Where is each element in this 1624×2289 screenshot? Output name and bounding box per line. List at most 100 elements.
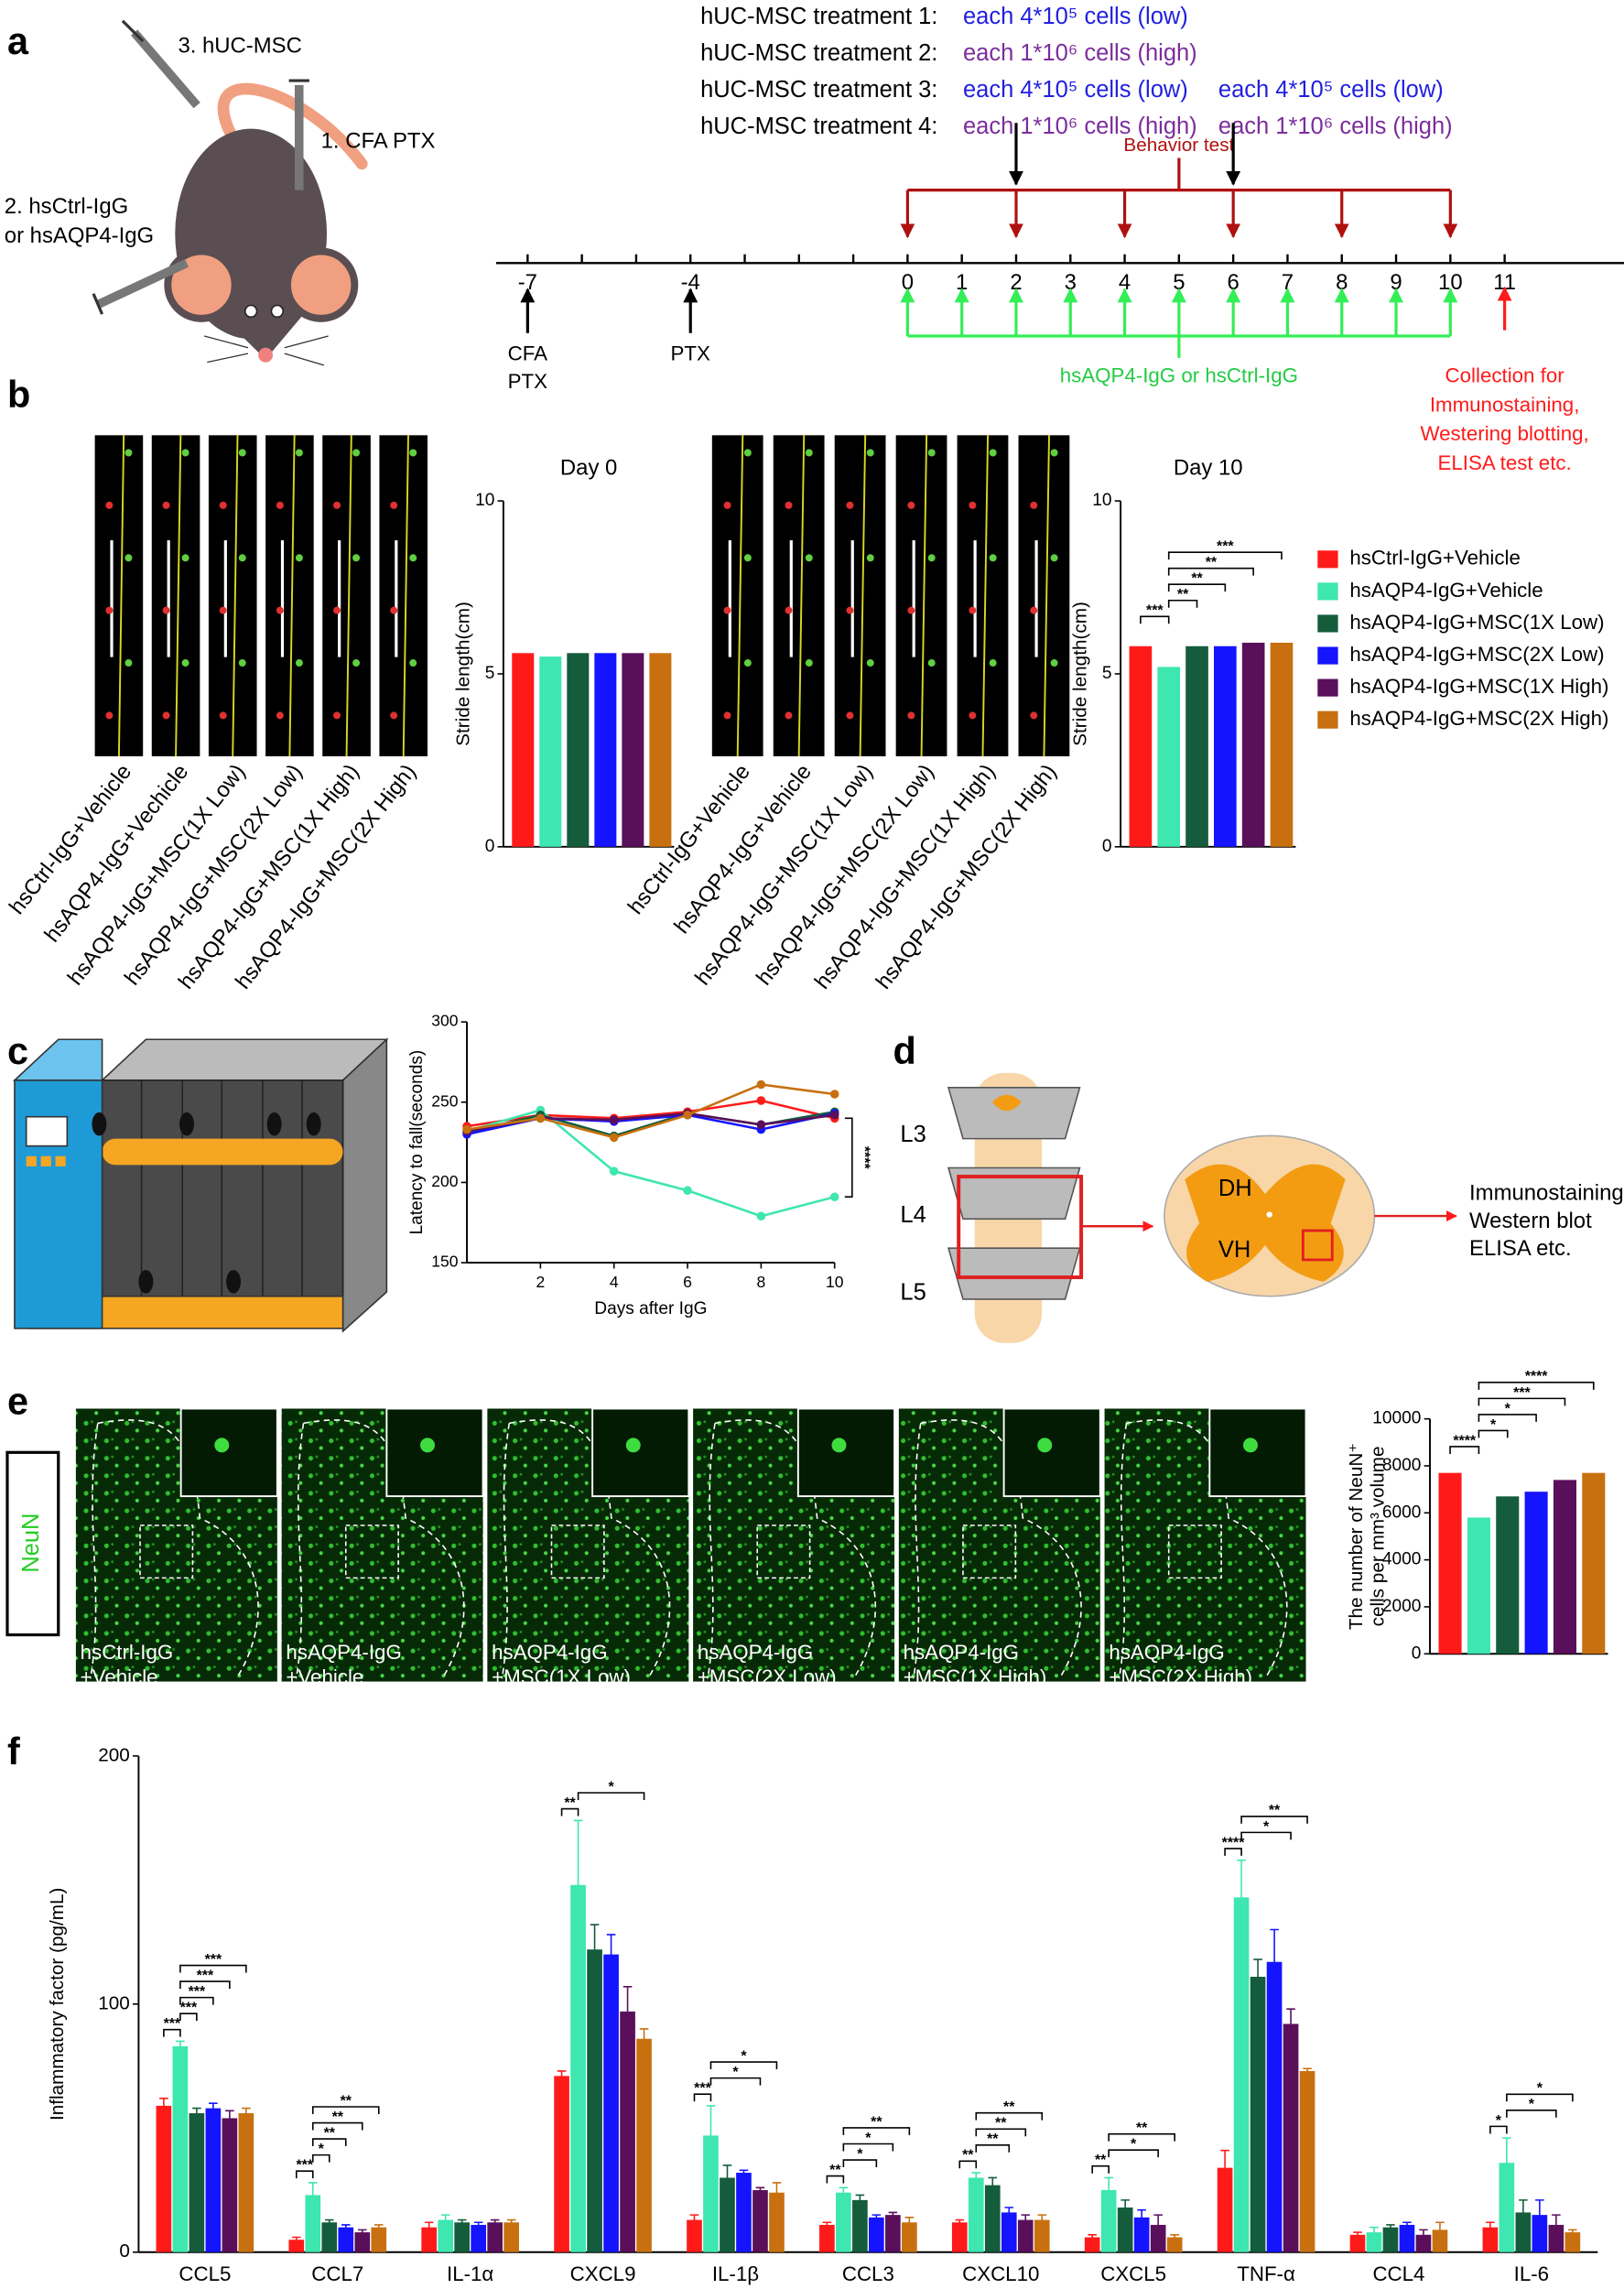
error-bar — [440, 2214, 450, 2226]
bar — [1482, 2227, 1499, 2252]
footprint — [927, 554, 936, 562]
y-tick-label: 0 — [1412, 1644, 1422, 1663]
error-bar — [888, 2211, 898, 2218]
bar — [1399, 2224, 1415, 2252]
significance-label: ** — [1095, 2153, 1107, 2168]
bar — [1186, 645, 1208, 847]
y-axis-label: Inflammatory factor (pg/mL) — [47, 1888, 68, 2121]
error-bar — [225, 2110, 234, 2127]
footprint — [105, 501, 114, 509]
micrograph-label: +MSC(1X Low) — [492, 1665, 631, 1688]
significance-label: ** — [829, 2163, 841, 2178]
significance-label: *** — [197, 1969, 214, 1984]
inset — [1002, 1407, 1101, 1498]
legend-swatch — [1317, 614, 1338, 633]
error-bar — [1253, 1958, 1262, 1995]
footprint — [295, 449, 303, 457]
error-bar — [706, 2105, 716, 2166]
footprint — [1050, 554, 1058, 562]
bar — [305, 2195, 321, 2252]
x-tick-label: CCL4 — [1372, 2262, 1424, 2285]
y-tick-label: 4000 — [1382, 1550, 1422, 1569]
footprint — [1050, 659, 1058, 667]
footprint — [723, 501, 731, 509]
micrograph-label: +MSC(2X High) — [1109, 1665, 1252, 1688]
y-axis-label: Latency to fall(seconds) — [407, 1050, 427, 1235]
footprint — [390, 711, 398, 720]
legend-swatch — [1317, 550, 1338, 569]
micrograph-label: hsAQP4-IgG — [492, 1641, 607, 1664]
significance-bracket — [844, 1117, 853, 1199]
bar — [1515, 2212, 1532, 2252]
y-tick-label: 10 — [1092, 491, 1111, 510]
error-bar — [1220, 2149, 1229, 2186]
error-bar — [1486, 2221, 1495, 2233]
significance-label: *** — [296, 2158, 313, 2174]
micrograph-label: +MSC(2X Low) — [698, 1665, 837, 1688]
bar — [321, 2222, 338, 2252]
x-tick-label: CCL3 — [842, 2262, 894, 2285]
induction-label: CFA — [508, 342, 547, 365]
error-bar — [822, 2221, 832, 2229]
error-bar — [1153, 2214, 1163, 2236]
significance-bracket — [1489, 2125, 1508, 2134]
legend-swatch — [1317, 582, 1338, 601]
bar — [1100, 2190, 1117, 2252]
bar — [238, 2113, 254, 2252]
footprint — [352, 554, 361, 562]
treatment-label: hUC-MSC treatment 4: — [700, 114, 937, 139]
significance-bracket — [1449, 1446, 1480, 1454]
output-label: Western blot — [1469, 1209, 1592, 1233]
bar — [1166, 2237, 1183, 2252]
significance-bracket — [1224, 1848, 1242, 1856]
error-bar — [1303, 2067, 1312, 2075]
bar — [1382, 2227, 1399, 2252]
injection-label: hsAQP4-IgG or hsCtrl-IgG — [1060, 364, 1298, 387]
footprint-line — [736, 435, 744, 757]
panel-label: f — [7, 1730, 20, 1773]
bar — [172, 2045, 189, 2252]
significance-bracket — [693, 2093, 712, 2102]
series-point — [536, 1113, 546, 1123]
bar — [1133, 2217, 1150, 2252]
error-bar — [1088, 2233, 1097, 2241]
significance-label: *** — [180, 2001, 198, 2016]
series-point — [829, 1090, 839, 1099]
error-bar — [590, 1924, 600, 1976]
bar — [1017, 2219, 1034, 2252]
significance-bracket — [179, 1980, 231, 1990]
significance-label: ** — [1269, 1803, 1281, 1818]
error-bar — [1021, 2214, 1031, 2226]
footprint — [125, 449, 133, 457]
footprint — [805, 554, 813, 562]
significance-bracket — [179, 1996, 214, 2005]
footprint — [989, 554, 997, 562]
panel-label: b — [7, 373, 30, 416]
bar — [1524, 1492, 1548, 1654]
significance-label: *** — [205, 1952, 222, 1968]
inset — [179, 1407, 278, 1498]
significance-bracket — [1167, 567, 1254, 576]
bar — [354, 2232, 371, 2252]
error-bar — [424, 2221, 434, 2233]
bar — [1564, 2232, 1581, 2252]
bar — [736, 2173, 752, 2252]
footprint — [352, 659, 361, 667]
y-tick-label: 200 — [98, 1744, 130, 1765]
collection-label: Westering blotting, — [1420, 422, 1588, 445]
series-point — [462, 1124, 471, 1134]
x-tick-label: 2 — [536, 1273, 546, 1291]
bar — [503, 2222, 519, 2252]
footprint — [125, 659, 133, 667]
significance-bracket — [179, 2012, 198, 2022]
footprint — [162, 606, 170, 614]
footprint — [785, 606, 793, 614]
footprint — [805, 659, 813, 667]
bar — [1266, 1961, 1283, 2252]
significance-label: ** — [1206, 555, 1218, 570]
significance-bracket — [958, 2160, 978, 2169]
footprint — [743, 554, 752, 562]
footprint — [743, 449, 752, 457]
bar — [769, 2192, 785, 2252]
inset-cell — [1242, 1437, 1258, 1453]
